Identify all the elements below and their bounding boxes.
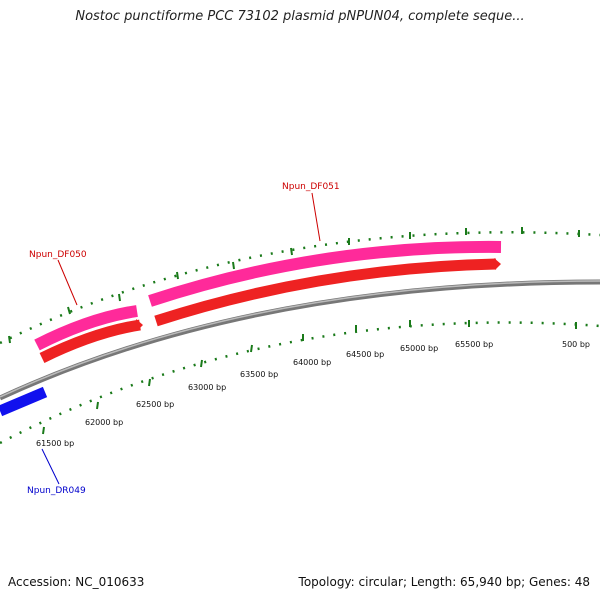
tick-label-63500: 63500 bp [240,370,278,379]
tick-label-63000: 63000 bp [188,383,226,392]
tick-label-65000: 65000 bp [400,344,438,353]
gene-label-npun-df050[interactable]: Npun_DF050 [29,250,87,260]
tick-label-62500: 62500 bp [136,400,174,409]
leader-npun-df051 [311,192,321,242]
gene-label-npun-dr049[interactable]: Npun_DR049 [27,486,86,496]
outer-major-ticks [8,227,580,344]
gene-npun-df051-inner[interactable] [154,258,497,327]
leader-npun-dr049 [41,448,60,485]
tick-label-61500: 61500 bp [36,439,74,448]
tick-label-500: 500 bp [562,340,590,349]
leader-npun-df050 [57,259,78,306]
accession-text: Accession: NC_010633 [8,575,145,589]
gene-npun-dr049[interactable] [0,386,48,417]
gene-npun-df051-arrowhead [494,258,501,270]
tick-label-64000: 64000 bp [293,358,331,367]
plasmid-backbone [0,279,600,401]
gene-npun-df050-outer[interactable] [34,305,138,351]
gene-npun-df051-outer[interactable] [148,240,502,307]
map-title: Nostoc punctiforme PCC 73102 plasmid pNP… [75,9,525,24]
gene-npun-df050-arrowhead [136,319,143,331]
topology-summary-text: Topology: circular; Length: 65,940 bp; G… [298,575,590,589]
gene-npun-df050-inner[interactable] [39,319,141,363]
gene-label-npun-df051[interactable]: Npun_DF051 [282,182,340,192]
tick-label-65500: 65500 bp [455,340,493,349]
tick-label-62000: 62000 bp [85,418,123,427]
tick-label-64500: 64500 bp [346,350,384,359]
plasmid-backbone-highlight [0,280,600,398]
inner-major-ticks [42,320,577,435]
